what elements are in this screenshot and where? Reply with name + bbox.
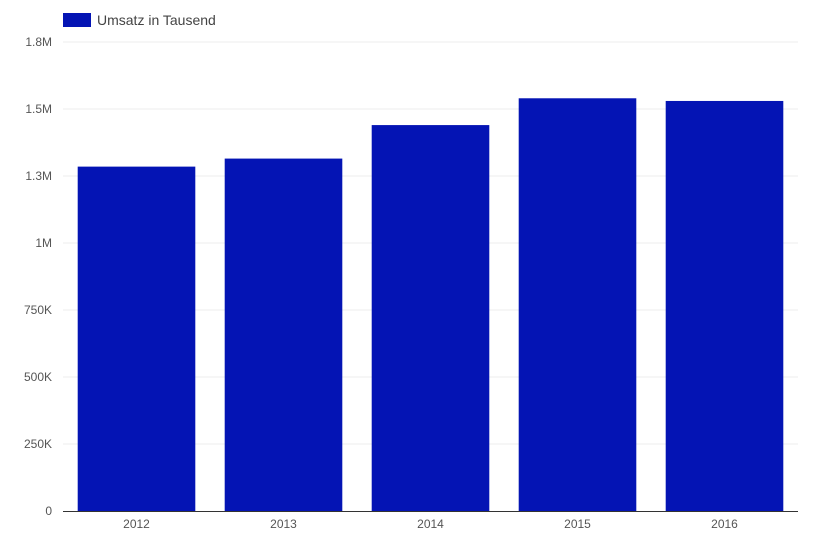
bars [77,98,784,512]
x-tick-label: 2012 [123,517,150,531]
y-tick-label: 0 [45,504,52,518]
bar-2012 [77,166,196,511]
bar-2016 [665,100,784,512]
x-tick-label: 2013 [270,517,297,531]
bar-2013 [224,158,343,511]
legend: Umsatz in Tausend [63,12,216,28]
y-tick-label: 750K [24,303,52,317]
y-tick-label: 1.8M [25,35,52,49]
legend-label: Umsatz in Tausend [97,12,216,28]
y-axis-ticks: 0 250K 500K 750K 1M 1.3M 1.5M 1.8M [24,35,52,518]
y-tick-label: 250K [24,437,52,451]
y-tick-label: 1M [35,236,52,250]
x-axis-ticks: 2012 2013 2014 2015 2016 [123,517,738,531]
y-tick-label: 1.5M [25,102,52,116]
x-tick-label: 2015 [564,517,591,531]
bar-2015 [518,98,637,511]
y-tick-label: 1.3M [25,169,52,183]
y-tick-label: 500K [24,370,52,384]
x-tick-label: 2016 [711,517,738,531]
bar-2014 [371,125,490,511]
legend-swatch [63,13,91,27]
x-tick-label: 2014 [417,517,444,531]
